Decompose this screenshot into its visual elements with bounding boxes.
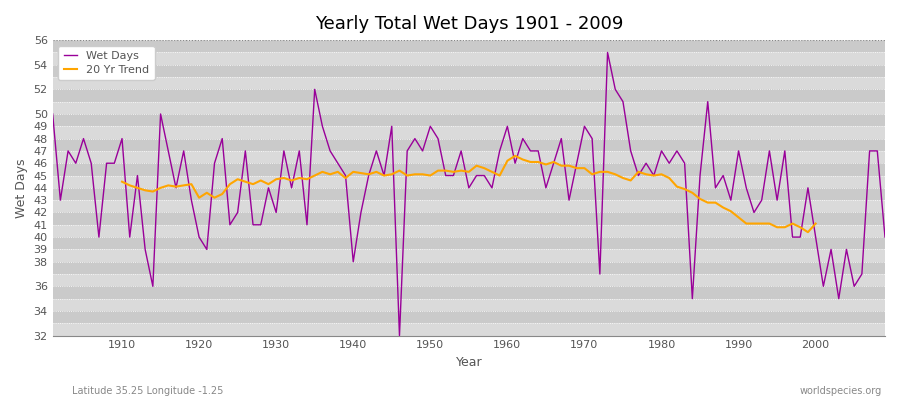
Text: Latitude 35.25 Longitude -1.25: Latitude 35.25 Longitude -1.25 (72, 386, 223, 396)
20 Yr Trend (525, 160, 535, 164)
Bar (53, 126, 885, 139)
Bar (53, 65, 885, 77)
Bar (53, 237, 885, 250)
Bar (53, 323, 885, 336)
20 Yr Trend (803, 230, 814, 234)
Line: 20 Yr Trend: 20 Yr Trend (122, 156, 815, 232)
Bar (53, 286, 885, 299)
Bar (53, 176, 885, 188)
20 Yr Trend (117, 179, 128, 184)
20 Yr Trend (810, 221, 821, 226)
Bar (53, 163, 885, 176)
Bar (53, 188, 885, 200)
Wet Days (109, 161, 120, 166)
Bar (53, 212, 885, 225)
Legend: Wet Days, 20 Yr Trend: Wet Days, 20 Yr Trend (58, 46, 155, 80)
Title: Yearly Total Wet Days 1901 - 2009: Yearly Total Wet Days 1901 - 2009 (315, 15, 623, 33)
Wet Days (602, 50, 613, 55)
Bar (53, 52, 885, 65)
Wet Days (879, 235, 890, 240)
Bar (53, 262, 885, 274)
Wet Days (325, 148, 336, 153)
20 Yr Trend (294, 176, 305, 180)
Y-axis label: Wet Days: Wet Days (15, 158, 28, 218)
X-axis label: Year: Year (455, 356, 482, 369)
Wet Days (502, 124, 513, 129)
20 Yr Trend (509, 154, 520, 158)
Bar (53, 114, 885, 126)
Bar (53, 200, 885, 212)
Bar (53, 299, 885, 311)
Wet Days (610, 87, 621, 92)
Wet Days (509, 161, 520, 166)
Bar (53, 102, 885, 114)
Wet Days (278, 148, 289, 153)
20 Yr Trend (202, 190, 212, 195)
Bar (53, 89, 885, 102)
Bar (53, 77, 885, 89)
Text: worldspecies.org: worldspecies.org (800, 386, 882, 396)
Bar (53, 274, 885, 286)
Wet Days (394, 333, 405, 338)
Bar (53, 139, 885, 151)
Wet Days (48, 112, 58, 116)
Bar (53, 225, 885, 237)
Bar (53, 311, 885, 323)
Line: Wet Days: Wet Days (53, 52, 885, 336)
Bar (53, 151, 885, 163)
20 Yr Trend (710, 200, 721, 205)
Bar (53, 250, 885, 262)
20 Yr Trend (795, 225, 806, 230)
Bar (53, 40, 885, 52)
20 Yr Trend (278, 176, 289, 180)
